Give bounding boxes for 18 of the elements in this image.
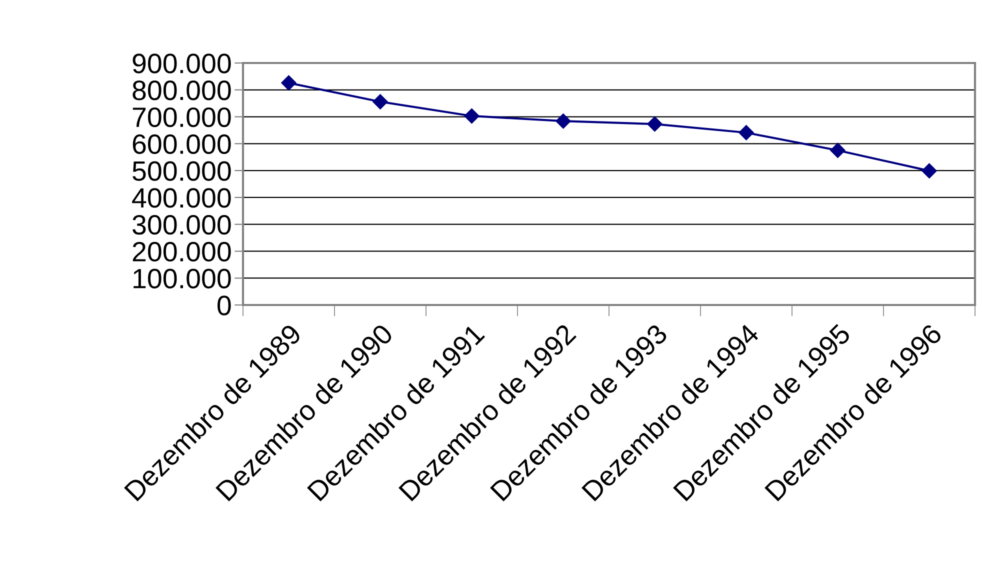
point — [556, 114, 571, 129]
point — [922, 163, 937, 178]
point — [738, 125, 754, 140]
point — [647, 116, 662, 132]
point — [830, 142, 846, 158]
point — [464, 108, 480, 124]
y-tick-label: 800.000 — [132, 80, 231, 100]
point — [372, 94, 388, 110]
y-tick-label: 200.000 — [132, 242, 231, 262]
y-tick-label: 300.000 — [132, 215, 231, 235]
y-tick-label: 400.000 — [132, 188, 231, 208]
point — [281, 75, 296, 90]
y-tick-label: 500.000 — [132, 161, 231, 181]
y-tick-label: 600.000 — [132, 134, 231, 154]
y-tick-label: 100.000 — [134, 268, 231, 288]
y-tick-label: 700.000 — [132, 107, 231, 128]
y-tick-label: 0 — [218, 296, 231, 316]
y-tick-label: 900.000 — [132, 54, 231, 74]
